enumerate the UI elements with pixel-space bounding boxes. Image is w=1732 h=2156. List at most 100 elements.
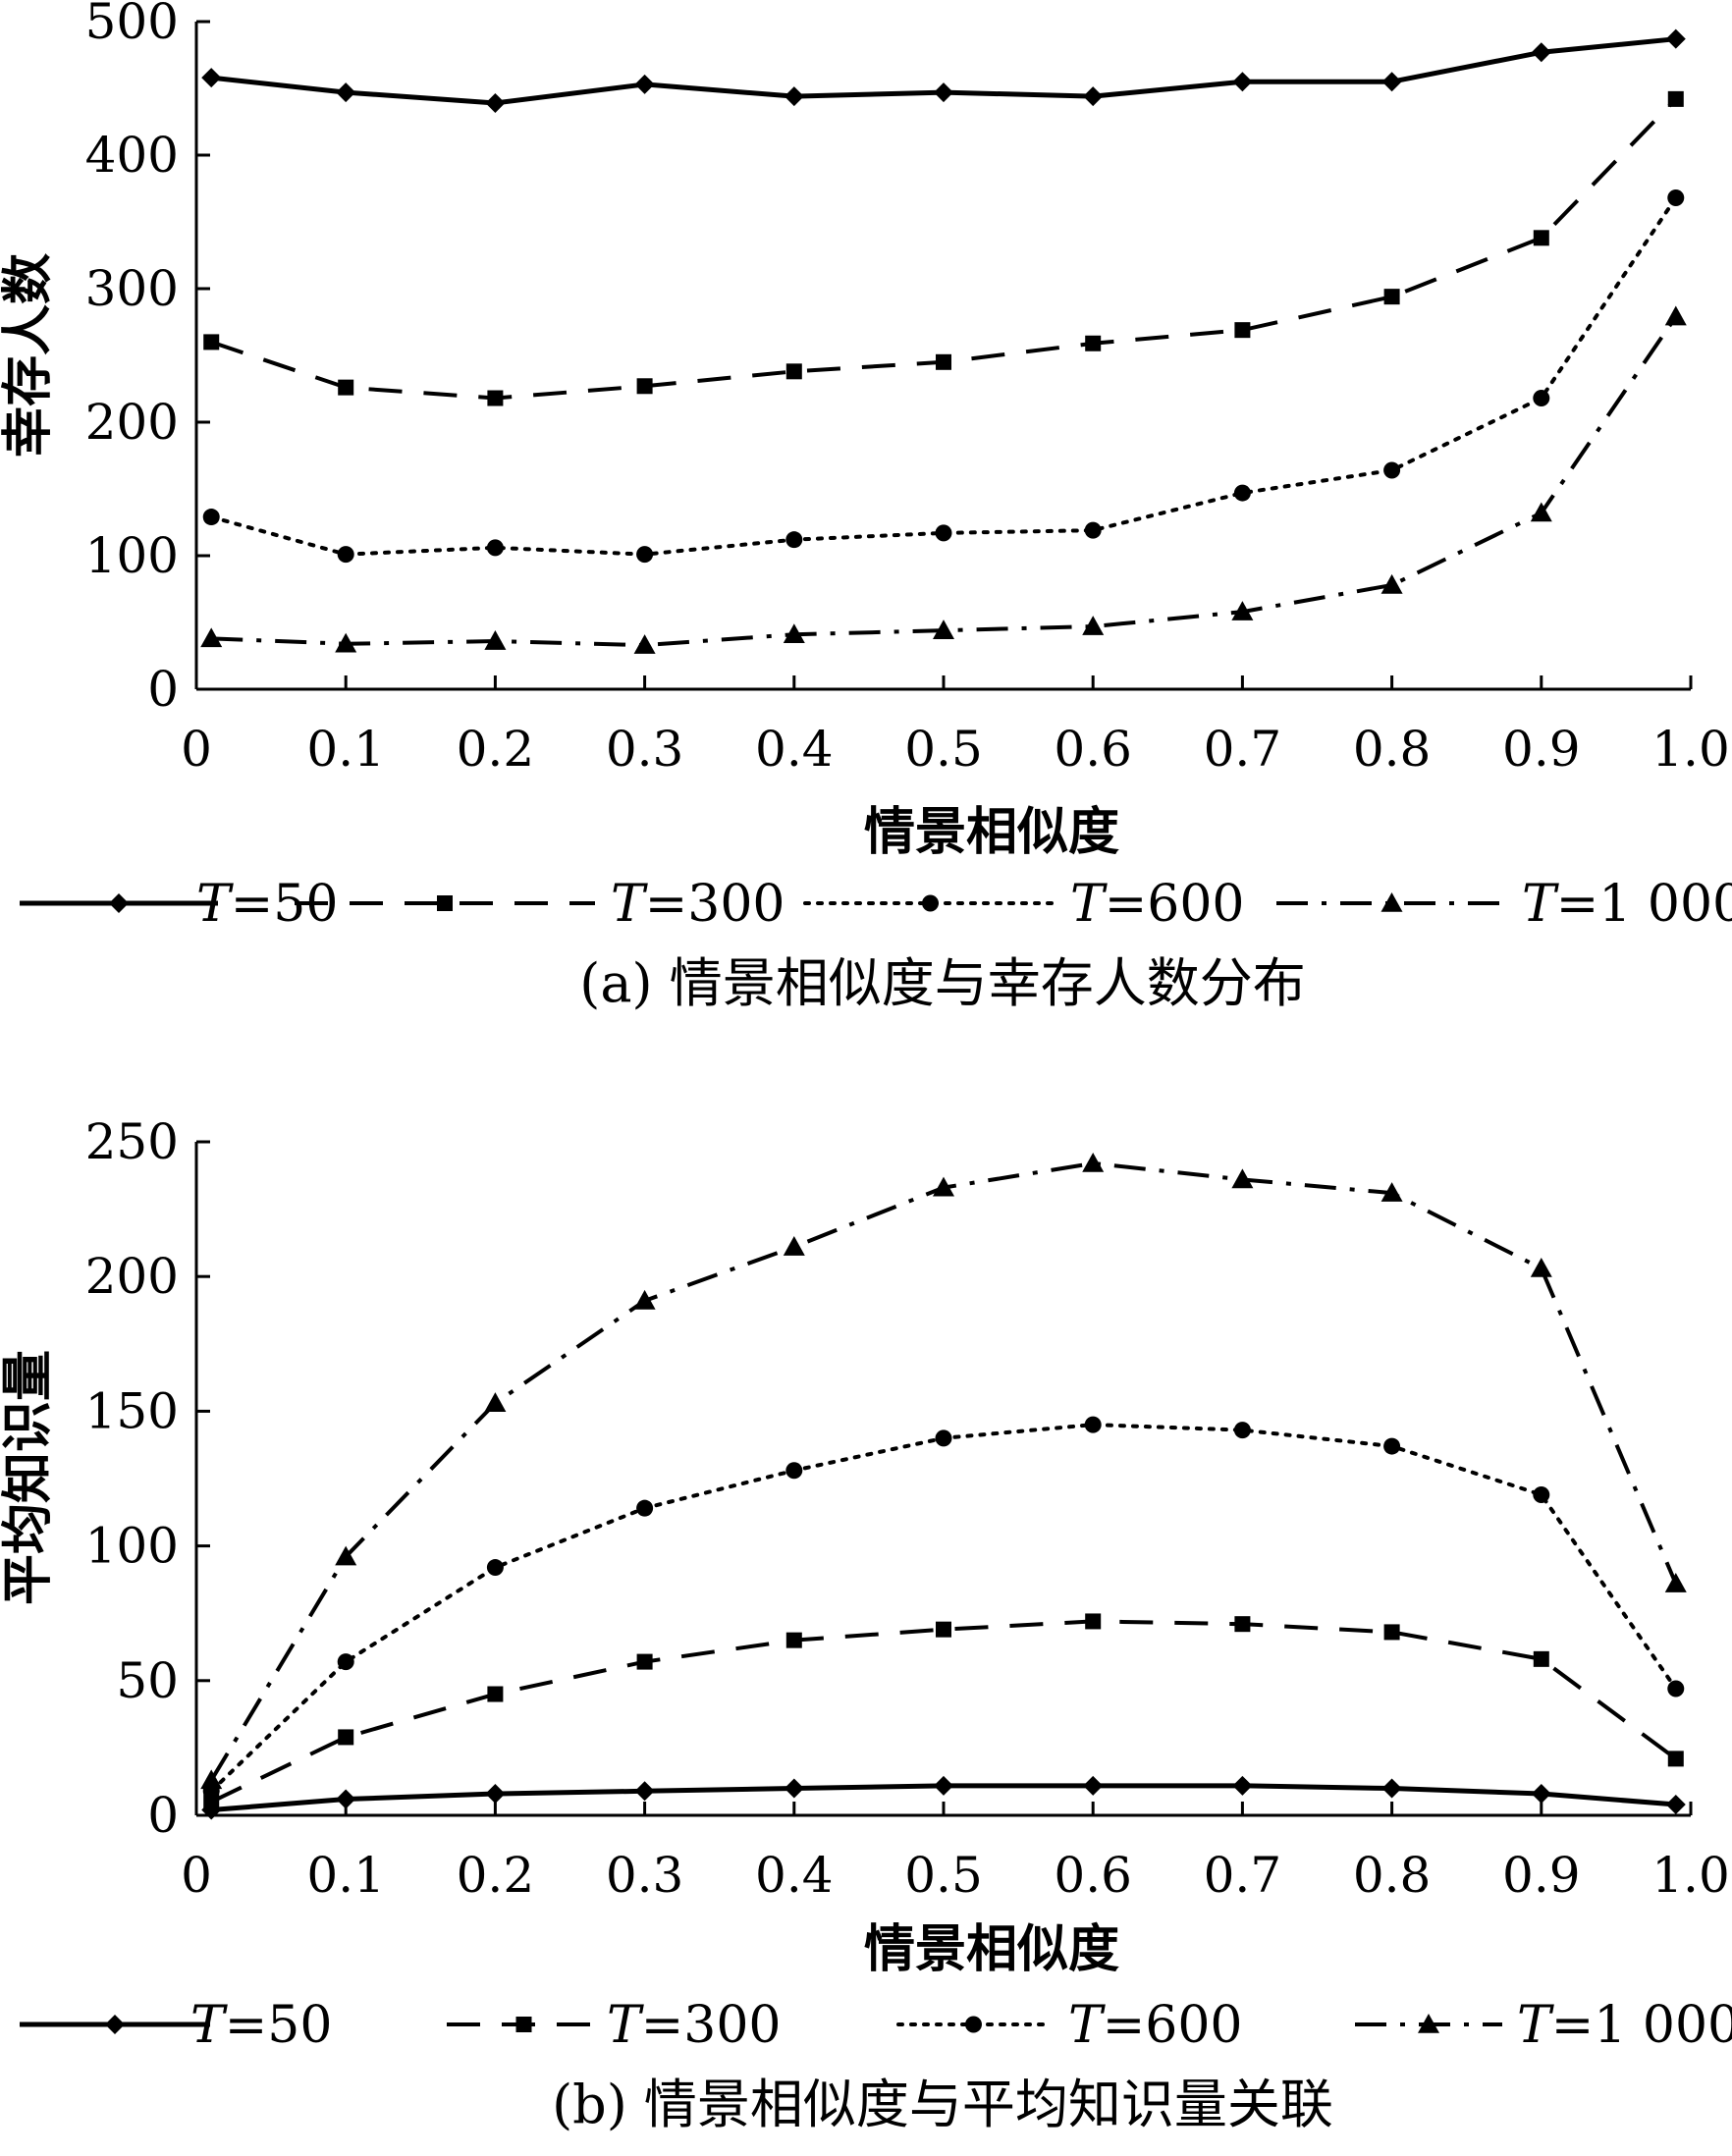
data-point (1665, 1795, 1686, 1815)
data-point (1530, 502, 1552, 522)
data-point (785, 1632, 802, 1648)
data-point (933, 1176, 954, 1197)
y-tick-label: 250 (85, 1113, 179, 1170)
x-tick-label: 0.7 (1204, 1847, 1282, 1904)
series-line (209, 1160, 1678, 1782)
data-point (1084, 521, 1102, 539)
x-axis-title: 情景相似度 (864, 1919, 1119, 1979)
data-point (1381, 1778, 1402, 1799)
legend-label: T=50 (190, 1996, 332, 2055)
legend-item: T=50 (20, 875, 338, 934)
data-point (486, 539, 504, 557)
data-point (1084, 1416, 1102, 1433)
data-point (636, 546, 654, 564)
data-point (634, 74, 655, 94)
data-point (202, 509, 220, 526)
data-point (1533, 1650, 1549, 1667)
legend-marker (515, 2017, 532, 2032)
x-tick-label: 0.7 (1204, 721, 1282, 778)
chart-b: 0 0.1 0.2 0.3 0.4 0.5 0.6 0.7 0.8 0.9 1.0 0 50 100 150… (0, 1113, 1732, 2135)
legend-label: T=300 (611, 875, 785, 934)
figure-caption: (a) 情景相似度与幸存人数分布 (579, 952, 1306, 1014)
y-tick-label: 400 (85, 127, 179, 184)
x-tick-label: 1.0 (1651, 1847, 1730, 1904)
legend-item: T=50 (20, 1996, 332, 2055)
data-point (338, 1729, 354, 1746)
axes: 0 0.1 0.2 0.3 0.4 0.5 0.6 0.7 0.8 0.9 1.0 0 100 200 30… (85, 0, 1730, 778)
data-point (337, 546, 354, 564)
series-line (209, 195, 1678, 557)
x-tick-label: 0.2 (457, 1847, 535, 1904)
data-point (485, 1784, 506, 1805)
data-point (1531, 1784, 1551, 1805)
data-point (200, 627, 223, 648)
series-triangle (200, 305, 1687, 654)
legend-item: T=600 (803, 875, 1245, 934)
data-point (1380, 1182, 1403, 1202)
data-point (484, 630, 507, 650)
data-point (1533, 1485, 1550, 1503)
data-point (1530, 1257, 1552, 1277)
data-point (1533, 230, 1549, 246)
y-axis-title: 幸存人数 (0, 253, 58, 458)
y-tick-label: 200 (85, 394, 179, 451)
legend-marker (922, 894, 939, 912)
data-point (487, 1686, 504, 1702)
data-point (1082, 616, 1105, 635)
data-point (1083, 1775, 1104, 1796)
legend-marker (1380, 892, 1403, 912)
series-line (209, 1423, 1678, 1794)
data-point (1383, 1437, 1401, 1455)
data-point (1383, 1624, 1400, 1641)
data-point (933, 620, 954, 639)
legend-item: T=1 000 (1355, 1996, 1732, 2055)
data-point (936, 1621, 951, 1638)
legend-marker (1418, 2014, 1439, 2033)
x-tick-label: 0.1 (306, 1847, 385, 1904)
legend-item: T=600 (896, 1996, 1243, 2055)
data-point (1231, 1168, 1254, 1189)
legend-marker (437, 895, 453, 911)
x-tick-label: 0 (181, 1847, 212, 1904)
data-point (1381, 72, 1402, 92)
x-tick-label: 0.9 (1502, 1847, 1581, 1904)
data-point (1664, 1573, 1687, 1592)
series-circle (202, 189, 1685, 564)
data-point (1383, 461, 1401, 479)
data-point (785, 531, 803, 549)
x-axis-title: 情景相似度 (864, 802, 1119, 862)
data-point (1082, 1152, 1105, 1172)
x-tick-label: 0.1 (306, 721, 385, 778)
legend-label: T=600 (1070, 875, 1245, 934)
legend-marker (109, 893, 129, 913)
data-point (1664, 305, 1687, 326)
x-tick-label: 0.4 (755, 721, 834, 778)
data-point (1233, 484, 1251, 502)
legend-label: T=1 000 (1522, 875, 1732, 934)
series-circle (202, 1416, 1685, 1800)
data-point (1531, 42, 1551, 63)
y-tick-label: 150 (85, 1382, 179, 1439)
y-tick-label: 50 (116, 1652, 179, 1709)
series-square (203, 1613, 1684, 1810)
x-tick-label: 0.9 (1502, 721, 1581, 778)
data-point (337, 1653, 354, 1671)
y-tick-label: 200 (85, 1248, 179, 1305)
series-square (203, 90, 1684, 406)
data-point (1083, 86, 1104, 107)
data-point (634, 1781, 655, 1802)
data-point (335, 632, 357, 653)
data-point (336, 1789, 356, 1809)
data-point (1085, 1613, 1102, 1630)
data-point (200, 1769, 223, 1790)
data-point (201, 68, 222, 88)
data-point (1667, 1751, 1684, 1767)
y-axis-title: 平均知识量 (0, 1350, 58, 1605)
x-tick-label: 0.6 (1054, 1847, 1132, 1904)
data-point (935, 1429, 952, 1447)
legend-marker (105, 2015, 125, 2034)
data-point (633, 634, 656, 654)
data-point (1232, 1775, 1253, 1796)
x-tick-label: 0.3 (606, 721, 684, 778)
